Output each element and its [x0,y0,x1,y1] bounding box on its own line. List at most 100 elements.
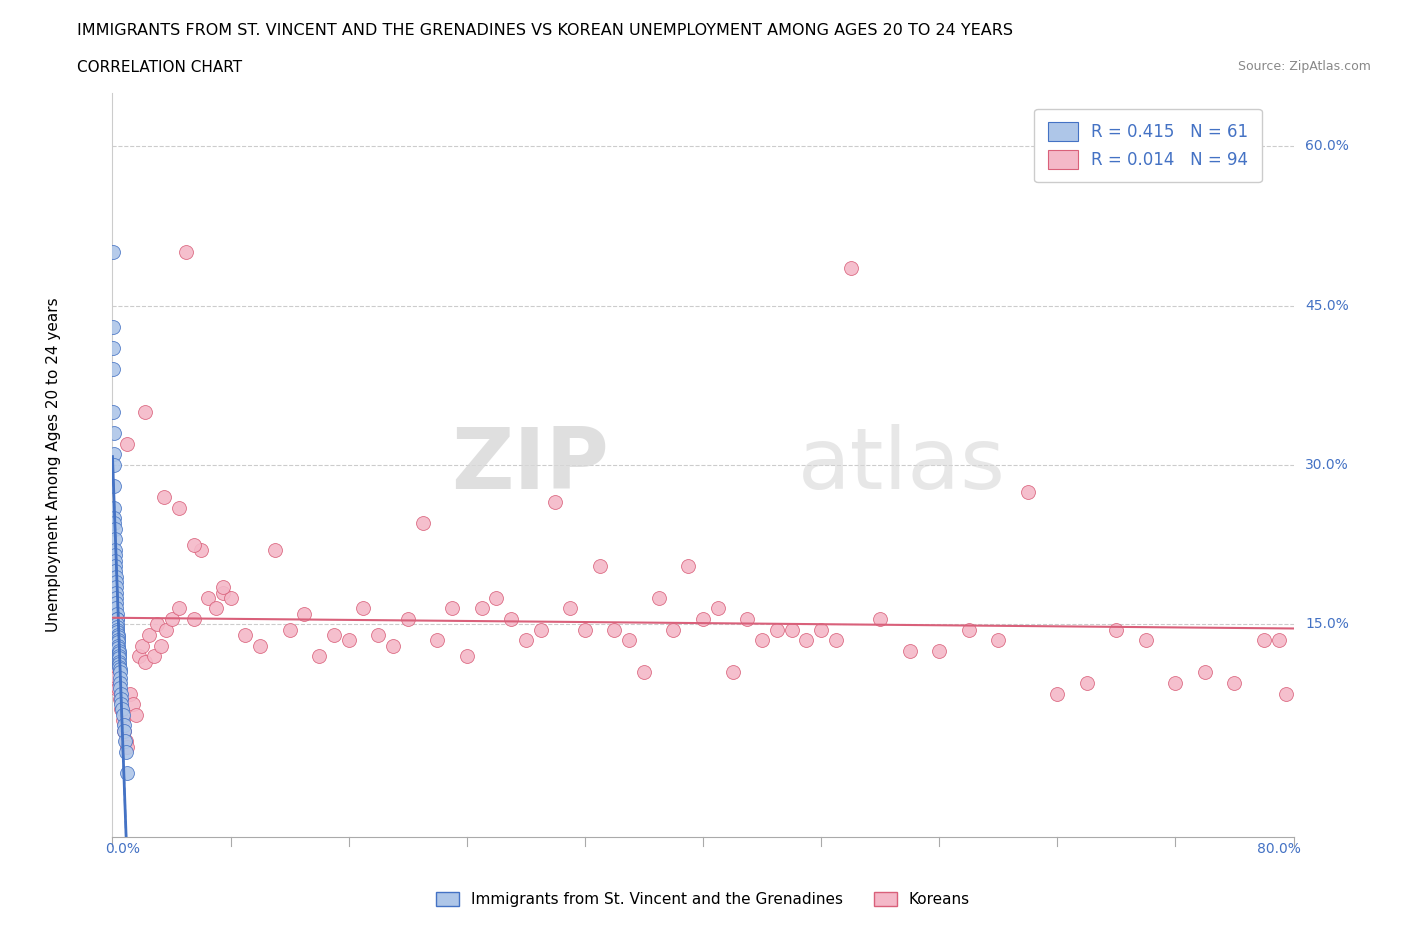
Point [212,579,235,594]
Point [117,765,138,780]
Legend: R = 0.415   N = 61, R = 0.014   N = 94: R = 0.415 N = 61, R = 0.014 N = 94 [1035,109,1261,182]
Point [692,612,714,627]
Point [501,612,523,627]
Point [824,633,846,648]
Point [105,659,128,674]
Text: IMMIGRANTS FROM ST. VINCENT AND THE GRENADINES VS KOREAN UNEMPLOYMENT AMONG AGES: IMMIGRANTS FROM ST. VINCENT AND THE GREN… [77,23,1014,38]
Point [110,681,132,696]
Point [678,559,700,574]
Point [1275,686,1298,701]
Point [142,649,165,664]
Point [114,745,136,760]
Point [647,591,671,605]
Point [155,622,177,637]
Point [1076,675,1098,690]
Point [780,622,803,637]
Point [264,542,287,557]
Point [105,622,128,637]
Point [108,661,131,676]
Point [108,654,131,669]
Point [112,724,135,738]
Point [108,691,131,706]
Point [619,633,641,648]
Point [120,686,142,701]
Point [117,739,138,754]
Point [104,542,127,557]
Point [1017,485,1039,499]
Text: CORRELATION CHART: CORRELATION CHART [77,60,242,75]
Point [706,601,728,616]
Point [928,644,950,658]
Point [105,612,128,627]
Point [104,532,127,547]
Point [1164,675,1187,690]
Point [101,245,124,259]
Point [396,612,419,627]
Point [125,708,148,723]
Point [101,340,124,355]
Point [1046,686,1069,701]
Point [114,734,136,749]
Point [751,633,773,648]
Point [411,516,433,531]
Point [574,622,596,637]
Point [114,734,136,749]
Point [796,633,818,648]
Text: Unemployment Among Ages 20 to 24 years: Unemployment Among Ages 20 to 24 years [46,298,60,632]
Point [150,638,173,653]
Point [205,601,228,616]
Point [103,447,125,462]
Point [110,697,132,711]
Point [103,671,125,685]
Point [278,622,301,637]
Point [153,489,176,504]
Point [108,657,131,671]
Point [183,538,205,552]
Point [103,511,125,525]
Point [721,665,744,680]
Point [233,628,256,643]
Point [117,436,138,451]
Point [212,585,235,600]
Text: Source: ZipAtlas.com: Source: ZipAtlas.com [1237,60,1371,73]
Point [558,601,582,616]
Point [111,712,134,727]
Point [108,659,131,674]
Text: 45.0%: 45.0% [1305,299,1350,312]
Point [1194,665,1216,680]
Point [167,500,190,515]
Text: atlas: atlas [797,423,1005,507]
Point [107,635,129,650]
Point [105,601,128,616]
Point [105,612,128,627]
Point [167,601,190,616]
Point [529,622,551,637]
Point [249,638,271,653]
Point [108,665,131,680]
Point [456,649,478,664]
Point [108,651,131,666]
Point [105,606,128,621]
Point [110,702,132,717]
Point [588,559,610,574]
Point [138,628,160,643]
Point [869,612,891,627]
Point [323,628,346,643]
Point [839,261,862,276]
Point [110,686,132,701]
Point [111,708,134,723]
Point [603,622,626,637]
Point [107,638,129,653]
Point [104,569,127,584]
Point [987,633,1010,648]
Point [219,591,242,605]
Point [544,495,567,510]
Point [103,479,125,494]
Point [103,500,125,515]
Text: 15.0%: 15.0% [1305,618,1350,631]
Point [426,633,449,648]
Text: 80.0%: 80.0% [1257,843,1301,857]
Point [470,601,494,616]
Point [104,575,127,590]
Point [104,681,127,696]
